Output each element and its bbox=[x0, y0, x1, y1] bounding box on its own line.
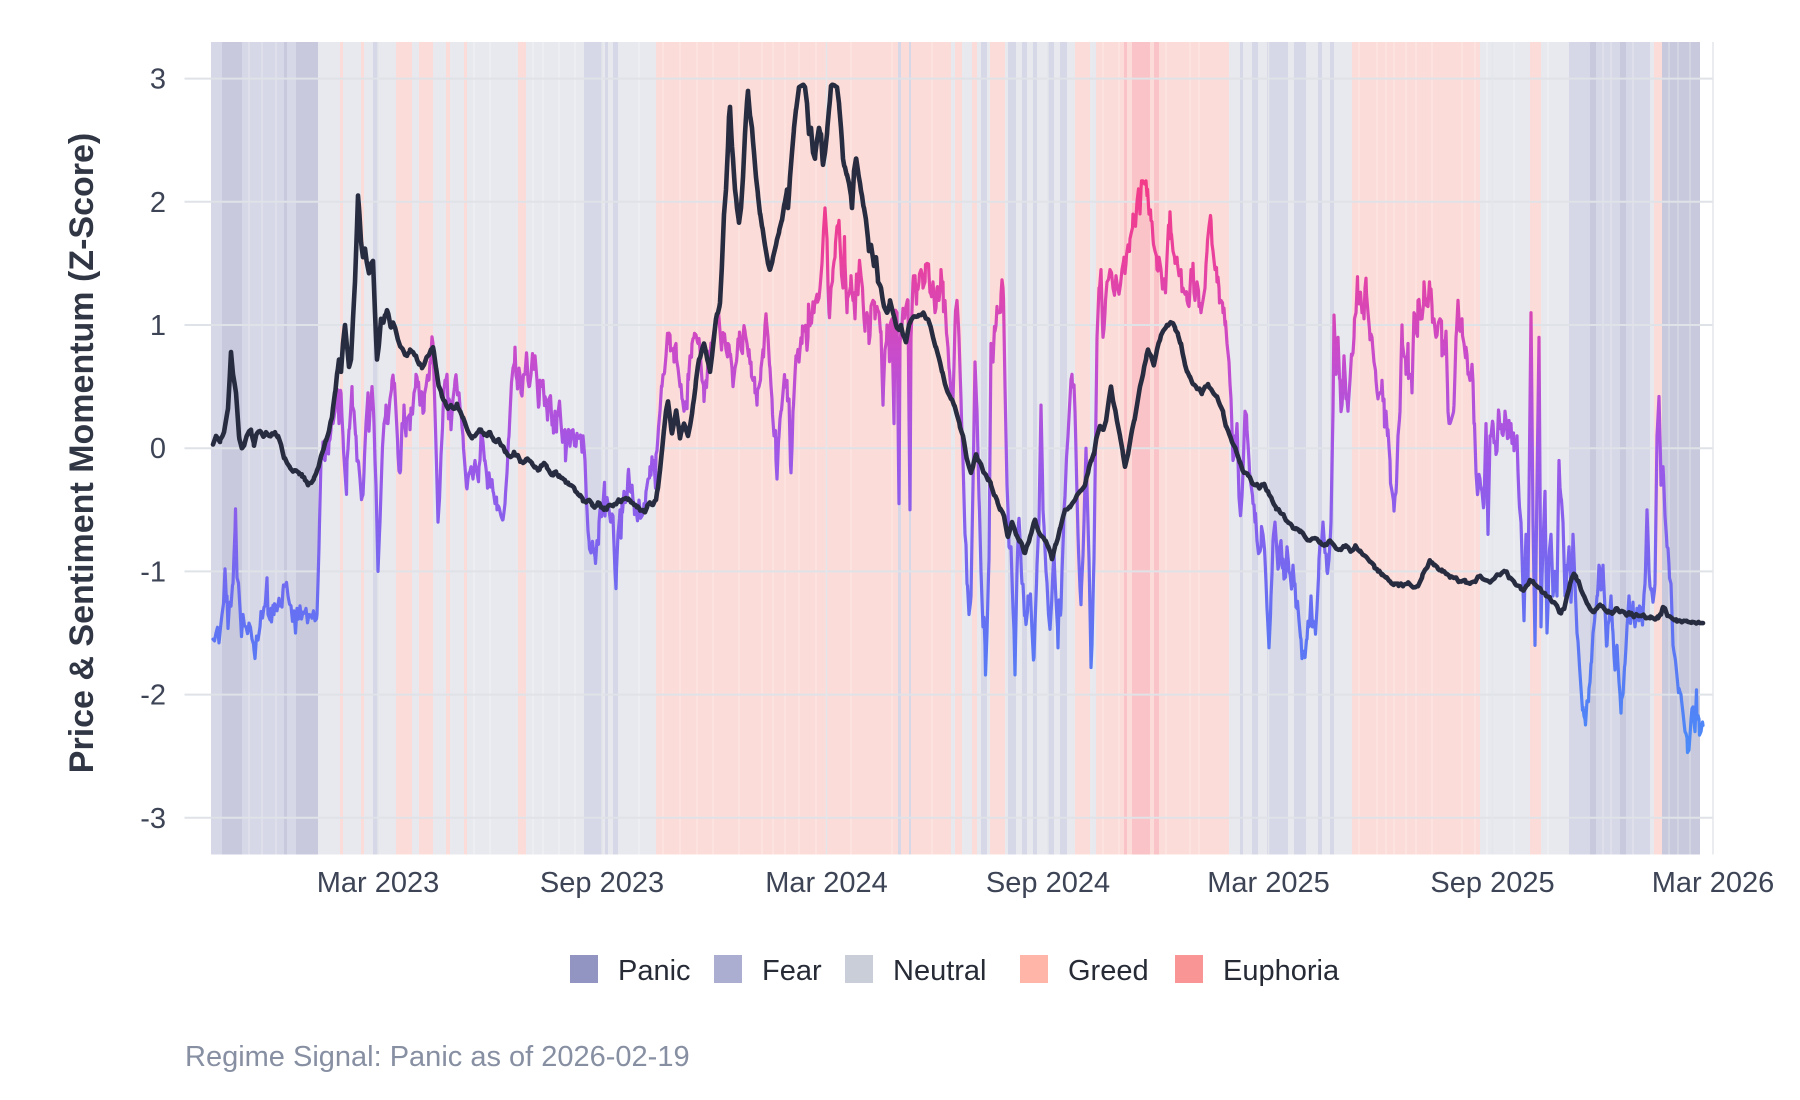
svg-text:-2: -2 bbox=[140, 680, 166, 712]
svg-text:Mar 2026: Mar 2026 bbox=[1652, 867, 1775, 899]
svg-text:Mar 2023: Mar 2023 bbox=[317, 867, 440, 899]
svg-text:Sep 2024: Sep 2024 bbox=[986, 867, 1110, 899]
svg-text:Euphoria: Euphoria bbox=[1223, 955, 1340, 987]
svg-text:Neutral: Neutral bbox=[893, 955, 987, 987]
svg-text:0: 0 bbox=[150, 433, 166, 465]
svg-text:-1: -1 bbox=[140, 556, 166, 588]
svg-text:1: 1 bbox=[150, 310, 166, 342]
svg-text:Panic: Panic bbox=[618, 955, 691, 987]
svg-text:Price & Sentiment Momentum (Z-: Price & Sentiment Momentum (Z-Score) bbox=[63, 133, 101, 773]
svg-text:Sep 2025: Sep 2025 bbox=[1430, 867, 1554, 899]
svg-text:Sep 2023: Sep 2023 bbox=[540, 867, 664, 899]
svg-text:Mar 2025: Mar 2025 bbox=[1207, 867, 1330, 899]
svg-text:Greed: Greed bbox=[1068, 955, 1149, 987]
svg-text:Mar 2024: Mar 2024 bbox=[765, 867, 888, 899]
svg-text:-3: -3 bbox=[140, 803, 166, 835]
svg-text:Regime Signal: Panic as of 202: Regime Signal: Panic as of 2026-02-19 bbox=[185, 1041, 690, 1073]
svg-text:2: 2 bbox=[150, 187, 166, 219]
svg-text:Fear: Fear bbox=[762, 955, 822, 987]
svg-text:3: 3 bbox=[150, 64, 166, 96]
